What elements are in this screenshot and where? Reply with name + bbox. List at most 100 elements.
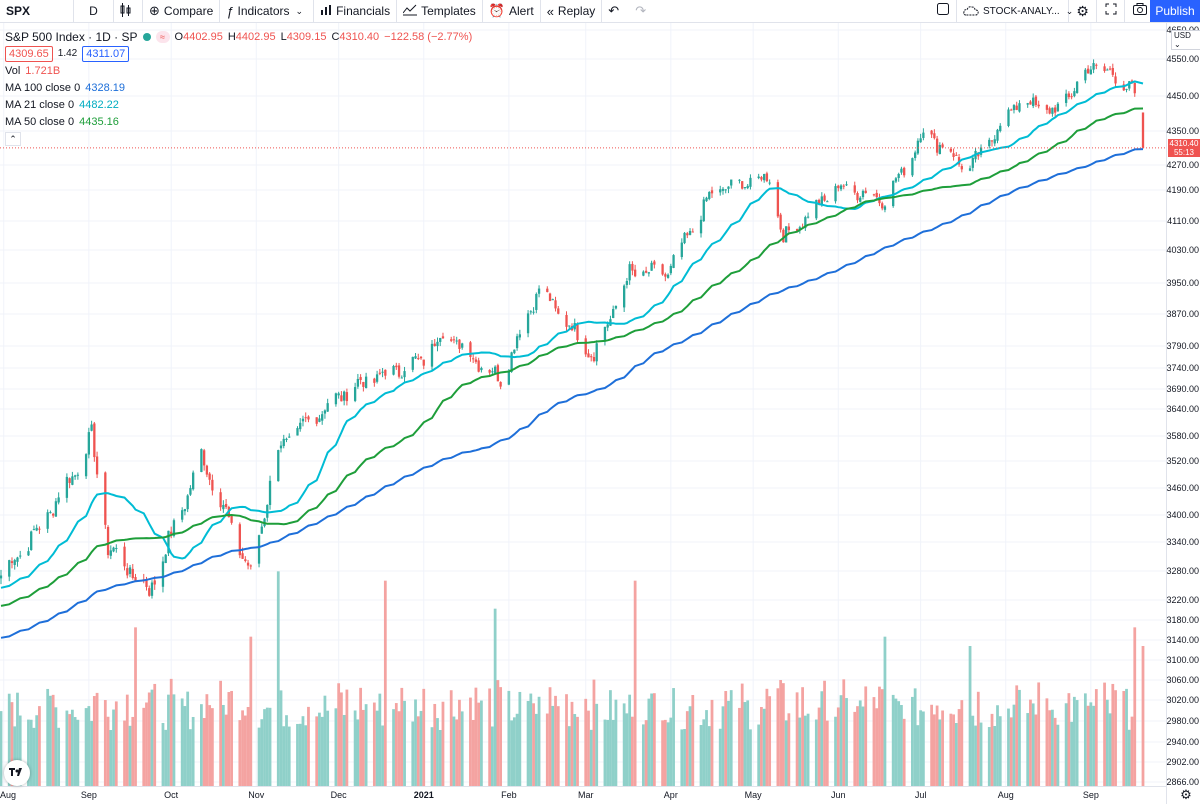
volume-bar	[688, 706, 692, 786]
collapse-legend-button[interactable]: ⌃	[5, 131, 21, 146]
candle-body	[474, 359, 478, 362]
price-tick: 2902.00	[1166, 757, 1199, 767]
candle-body	[518, 334, 521, 338]
candle-body	[935, 138, 939, 153]
volume-bars	[0, 571, 1145, 786]
volume-bar	[589, 729, 593, 786]
candle-body	[441, 336, 445, 339]
candle-body	[161, 561, 165, 587]
expand-button[interactable]	[1097, 0, 1125, 22]
candle-body	[708, 192, 711, 199]
currency-selector[interactable]: USD ⌄	[1171, 30, 1200, 50]
volume-bar	[1103, 682, 1106, 786]
candle-body	[719, 189, 722, 193]
volume-bar	[480, 700, 483, 786]
volume-bar	[864, 686, 868, 786]
volume-bar	[806, 713, 810, 786]
candle-body	[1103, 66, 1106, 72]
symbol-search[interactable]: SPX	[0, 0, 74, 22]
sell-price[interactable]: 4309.65	[5, 45, 53, 62]
volume-bar	[397, 711, 401, 786]
candle-body	[414, 356, 417, 359]
candle-body	[68, 478, 71, 483]
volume-bar	[87, 706, 91, 786]
price-axis[interactable]: 4650.004550.004450.004350.004270.004190.…	[1166, 23, 1200, 804]
legend-title[interactable]: S&P 500 Index · 1D · SP	[5, 29, 138, 44]
candle-body	[834, 186, 837, 202]
volume-bar	[95, 692, 99, 786]
alert-button[interactable]: ⏰ Alert	[483, 0, 541, 22]
candle-body	[38, 528, 41, 530]
price-chart[interactable]	[0, 23, 1166, 786]
time-axis[interactable]: Aug Sep Oct Nov Dec 2021 Feb Mar Apr May Jun Jul Aug…	[0, 786, 1166, 805]
candle-body	[683, 232, 686, 244]
candle-body	[364, 376, 368, 388]
ma100-legend[interactable]: MA 100 close 0 4328.19	[5, 79, 477, 96]
snapshot-button[interactable]	[1125, 0, 1155, 22]
volume-bar	[556, 706, 560, 786]
candle-body	[469, 342, 472, 357]
candle-body	[126, 568, 129, 576]
volume-bar	[699, 724, 703, 786]
compare-button[interactable]: ⊕ Compare	[143, 0, 221, 22]
chevron-down-icon: ⌄	[1065, 5, 1074, 16]
candle-body	[826, 201, 829, 203]
price-tick: 4190.00	[1166, 185, 1199, 195]
candle-body	[1089, 69, 1092, 75]
volume-bar	[979, 722, 983, 786]
fullscreen-toggle[interactable]	[929, 0, 957, 22]
candle-body	[853, 185, 856, 193]
candle-body	[595, 343, 598, 362]
ma50-value: 4435.16	[79, 115, 119, 128]
redo-button[interactable]: ↷	[629, 0, 656, 22]
undo-button[interactable]: ↶	[602, 0, 629, 22]
buy-price[interactable]: 4311.07	[82, 45, 130, 62]
data-window-icon[interactable]: ≈	[155, 30, 170, 43]
volume-bar	[414, 699, 417, 786]
candle-body	[971, 157, 974, 168]
volume-bar	[326, 710, 330, 786]
volume-bar	[164, 729, 168, 786]
ma21-legend[interactable]: MA 21 close 0 4482.22	[5, 96, 477, 113]
ohlc-change: −122.58 (−2.77%)	[384, 30, 473, 43]
volume-bar	[153, 683, 157, 786]
financials-button[interactable]: Financials	[314, 0, 398, 22]
volume-legend[interactable]: Vol 1.721B	[5, 62, 477, 79]
candle-body	[856, 193, 859, 201]
candle-body	[32, 529, 36, 531]
volume-bar	[0, 711, 3, 786]
indicators-button[interactable]: ƒ Indicators ⌄	[220, 0, 315, 22]
volume-bar	[922, 711, 925, 786]
axis-settings-button[interactable]: ⚙	[1176, 786, 1196, 804]
candle-body	[749, 177, 752, 187]
resolution-button[interactable]: D	[74, 0, 114, 22]
ma50-legend[interactable]: MA 50 close 0 4435.16	[5, 113, 477, 130]
volume-bar	[537, 696, 541, 786]
volume-bar	[392, 709, 395, 786]
templates-button[interactable]: Templates	[397, 0, 483, 22]
candle-body	[148, 588, 151, 596]
bar-countdown: 55:13	[1173, 147, 1195, 157]
candle-body	[134, 577, 137, 581]
candle-body	[881, 203, 884, 209]
replay-button[interactable]: «Replay	[541, 0, 603, 22]
layout-name-button[interactable]: STOCK-ANALY... ⌄	[957, 0, 1073, 22]
candle-body	[244, 559, 247, 561]
volume-bar	[823, 680, 826, 786]
volume-bar	[960, 700, 964, 786]
volume-bar	[265, 707, 269, 786]
candle-body	[202, 450, 206, 466]
candle-body	[686, 233, 689, 236]
time-tick: Mar	[577, 790, 594, 800]
settings-button[interactable]: ⚙	[1069, 0, 1097, 22]
volume-bar	[729, 690, 733, 786]
chart-type-button[interactable]	[114, 0, 143, 22]
volume-bar	[112, 709, 115, 786]
price-tick: 3870.00	[1166, 309, 1199, 319]
candle-body	[1007, 109, 1010, 126]
volume-bar	[705, 710, 708, 786]
volume-bar	[1127, 729, 1131, 786]
volume-bar	[935, 705, 939, 786]
ma21-line	[0, 80, 1144, 589]
publish-button[interactable]: Publish	[1150, 0, 1200, 22]
